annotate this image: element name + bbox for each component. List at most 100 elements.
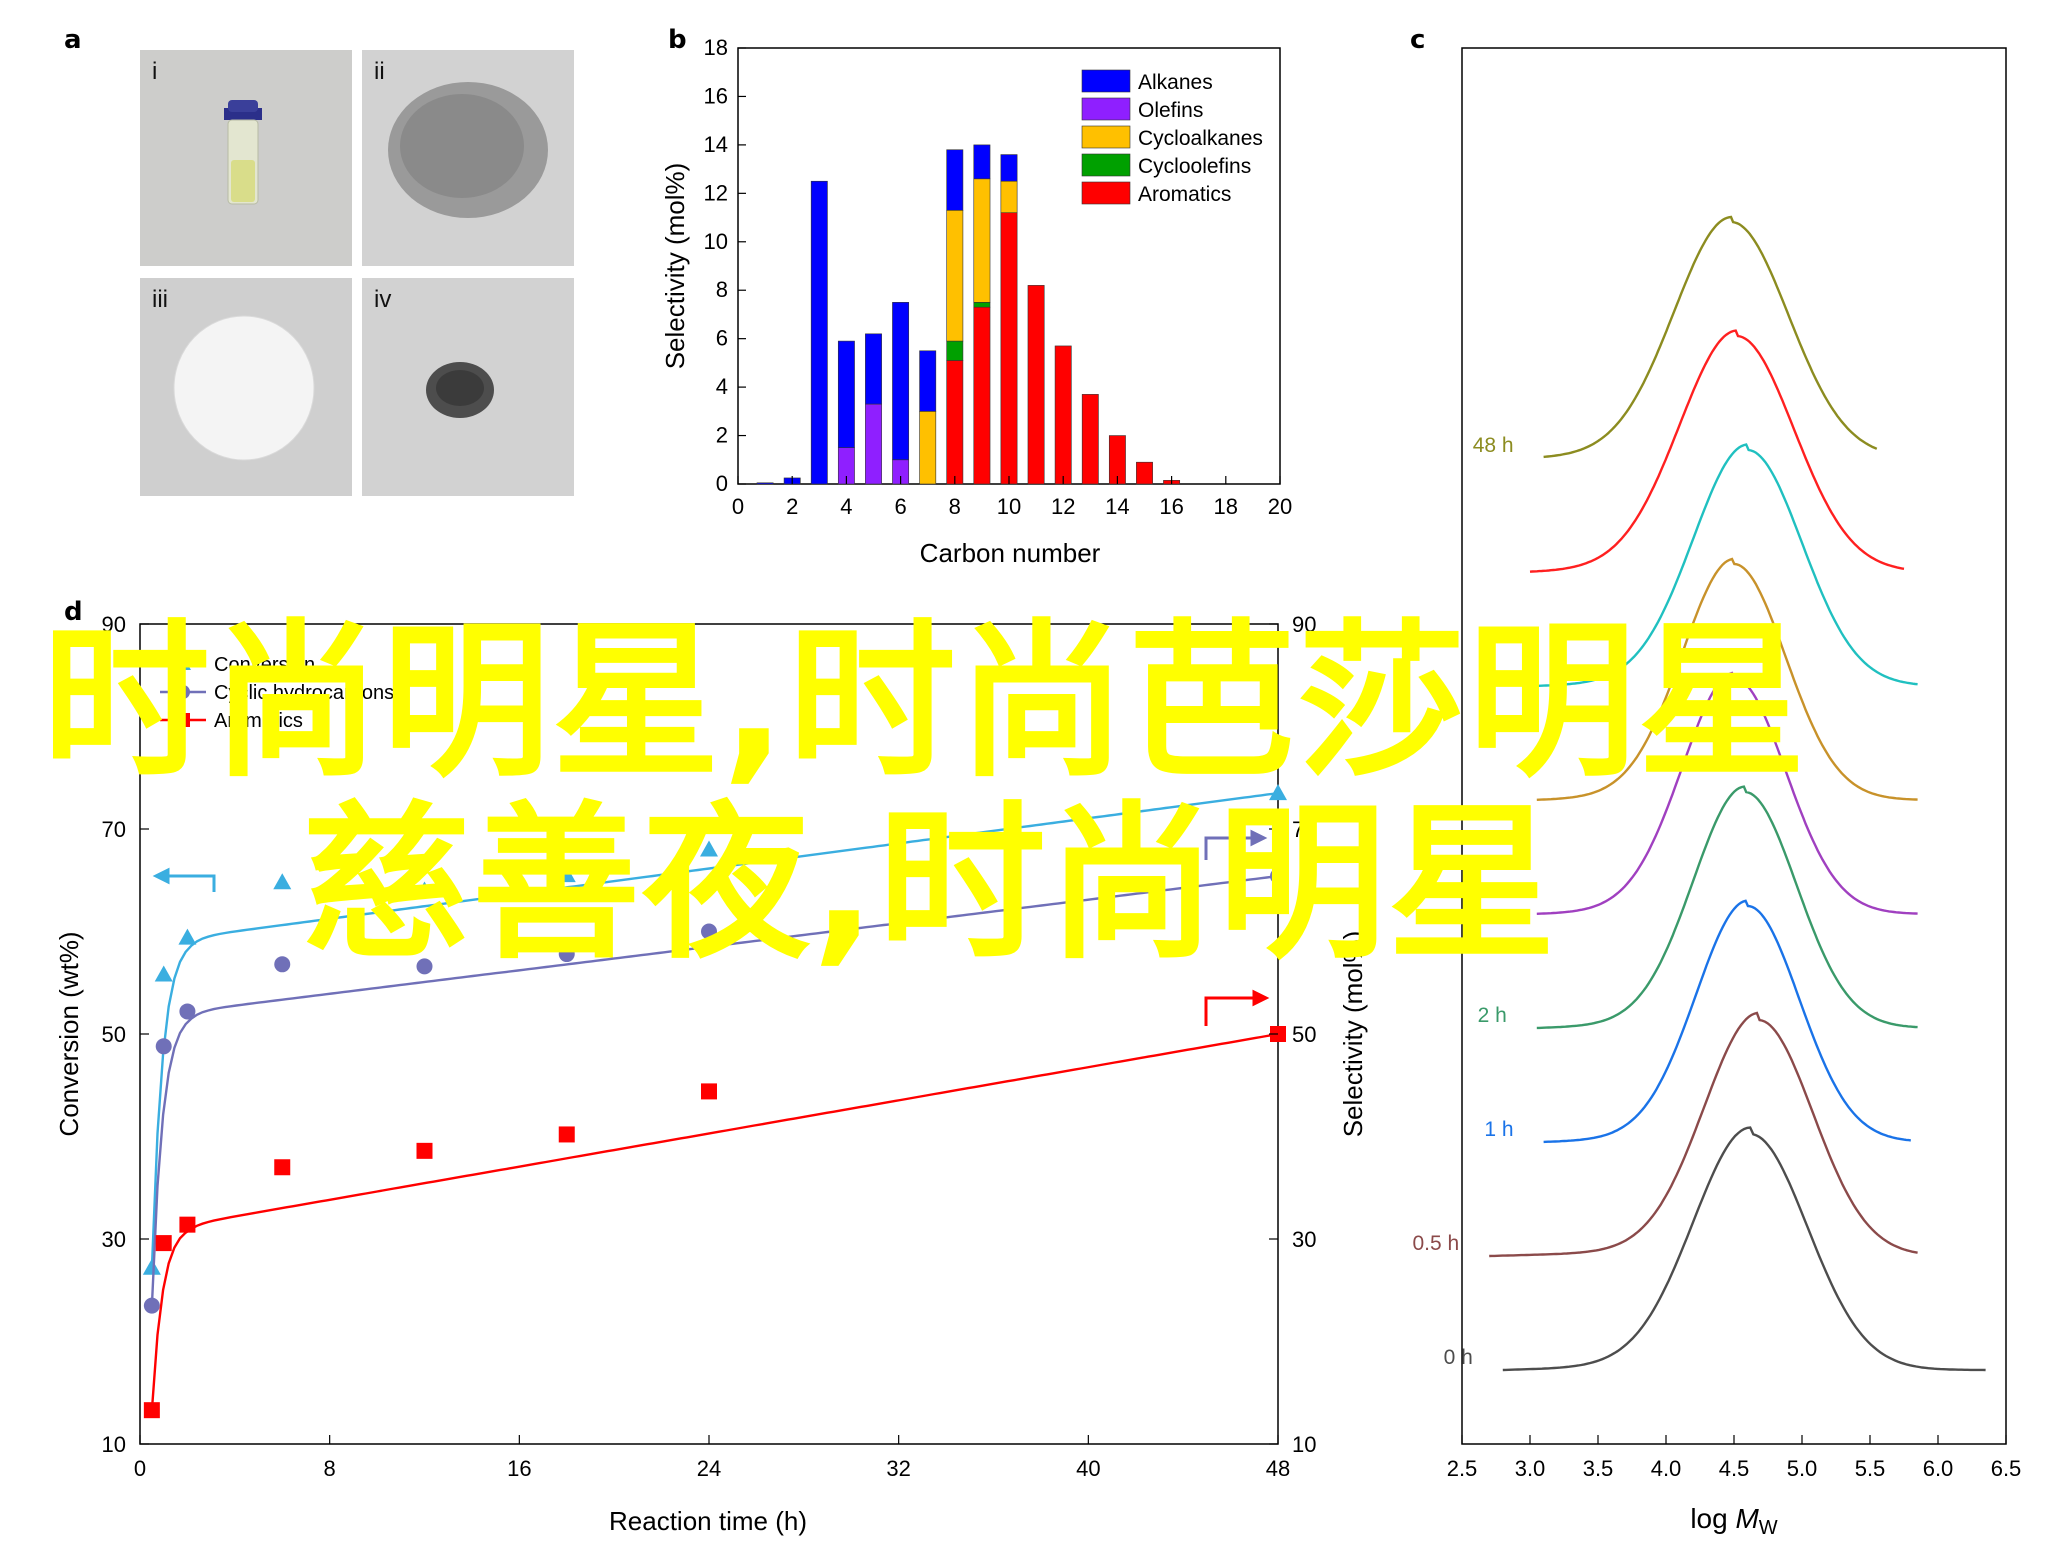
chart-d-ytick-label-right: 90 (1292, 612, 1316, 637)
mw-curve-unlabeled-4 (1536, 671, 1918, 915)
chart-d-ylabel-left: Conversion (wt%) (54, 931, 84, 1136)
bar-alkanes-c4 (837, 340, 855, 448)
panel-letter-b: b (668, 25, 687, 55)
chart-d-ytick-label-right: 50 (1292, 1022, 1316, 1047)
chart-b-xtick-label: 2 (786, 494, 798, 519)
chart-c-xtick-label: 3.0 (1515, 1456, 1546, 1481)
chart-b-ytick-label: 14 (704, 132, 728, 157)
point-cyclic-hydrocarbons (558, 946, 575, 963)
chart-d-xtick-label: 40 (1076, 1456, 1100, 1481)
bar-alkanes-c1 (756, 482, 774, 485)
chart-b-ytick-label: 8 (716, 277, 728, 302)
mw-curve-unlabeled-7 (1529, 329, 1905, 573)
legend-marker-circle (176, 685, 190, 699)
bar-alkanes-c5 (865, 333, 882, 405)
point-conversion (557, 866, 576, 883)
chart-b-xtick-label: 14 (1105, 494, 1129, 519)
fit-line-cyclic-hydrocarbons (150, 874, 1279, 1306)
bar-cycloalkanes-c10 (1000, 180, 1018, 214)
bar-cycloalkanes-c7 (919, 411, 937, 485)
chart-c: log MW 0 h 0.5 h 1 h 2 h 48 h 2.5 3.0 3.5 4.0 4.… (1412, 47, 2021, 1539)
legend-label: Conversion (214, 654, 315, 676)
legend-label-aromatics: Aromatics (1138, 183, 1231, 206)
point-aromatics (274, 1159, 291, 1176)
chart-b-ytick-label: 18 (704, 35, 728, 60)
dark-powder-image (426, 362, 494, 418)
bar-alkanes-c8 (946, 149, 964, 211)
bar-cycloolefins-c9 (973, 302, 991, 308)
chart-c-xlabel: log MW (1690, 1503, 1777, 1539)
legend-label: Cyclic hydrocarbons (214, 682, 394, 704)
legend-label-olefins: Olefins (1138, 99, 1203, 122)
vial-image (224, 100, 262, 205)
mw-curve-48h (1543, 215, 1878, 459)
chart-c-axes: 2.5 3.0 3.5 4.0 4.5 5.0 5.5 6.0 6.5 (1447, 1435, 2021, 1481)
photo-iv: iv (362, 278, 574, 496)
mw-curve-unlabeled-6 (1536, 443, 1918, 688)
bar-olefins-c5 (865, 403, 882, 485)
chart-b-xtick-label: 4 (840, 494, 852, 519)
chart-c-xlabel-italic: M (1735, 1503, 1759, 1534)
chart-b-bars (756, 144, 1181, 485)
photo-i: i (140, 50, 352, 266)
photo-ii: ii (362, 50, 574, 266)
point-cyclic-hydrocarbons (143, 1297, 160, 1314)
bar-alkanes-c10 (1000, 154, 1018, 182)
chart-d-ytick-label-left: 50 (102, 1022, 126, 1047)
chart-d-frame (139, 623, 1279, 1445)
chart-d-ytick-label-right: 30 (1292, 1227, 1316, 1252)
chart-b-xtick-label: 20 (1268, 494, 1292, 519)
axis-arrow-right-aromatics (1204, 989, 1270, 1026)
legend-label-alkanes: Alkanes (1138, 71, 1213, 94)
legend-label-cycloolefins: Cycloolefins (1138, 155, 1251, 178)
mw-curve-unlabeled-5 (1536, 557, 1918, 801)
panel-letter-c: c (1410, 25, 1425, 55)
chart-b-xtick-label: 16 (1159, 494, 1183, 519)
bar-aromatics-c15 (1136, 461, 1153, 485)
chart-d-ylabel-right: Selectivity (mol%) (1338, 931, 1368, 1138)
point-cyclic-hydrocarbons (155, 1038, 172, 1055)
photo-label-i: i (152, 58, 158, 85)
chart-b-xtick-label: 8 (949, 494, 961, 519)
chart-c-xtick-label: 4.0 (1651, 1456, 1682, 1481)
chart-c-xlabel-main: log (1690, 1503, 1735, 1534)
legend-marker-triangle (175, 656, 191, 670)
point-aromatics (558, 1126, 575, 1143)
photo-label-ii: ii (374, 58, 385, 85)
chart-d-ytick-label-left: 70 (102, 817, 126, 842)
chart-c-xlabel-sub: W (1759, 1517, 1778, 1539)
legend-swatch-aromatics (1081, 181, 1131, 205)
point-cyclic-hydrocarbons (274, 956, 291, 973)
white-pellet-image (173, 315, 315, 461)
point-conversion (1269, 784, 1287, 801)
point-conversion (273, 873, 292, 890)
legend-swatch-alkanes (1081, 69, 1131, 93)
bar-cycloolefins-c8 (946, 340, 964, 361)
mw-curve-label: 1 h (1484, 1118, 1513, 1141)
point-cyclic-hydrocarbons (416, 958, 433, 975)
legend-label-cycloalkanes: Cycloalkanes (1138, 127, 1263, 150)
fit-line-conversion (150, 791, 1279, 1268)
chart-d-ytick-label-left: 90 (102, 612, 126, 637)
chart-d-xlabel: Reaction time (h) (609, 1506, 807, 1536)
chart-d-xtick-label: 48 (1266, 1456, 1290, 1481)
bar-alkanes-c9 (973, 144, 991, 180)
legend-swatch-olefins (1081, 97, 1131, 121)
point-aromatics (179, 1216, 196, 1233)
mw-curve-2h (1536, 785, 1918, 1030)
mw-curve-label: 0.5 h (1412, 1232, 1459, 1255)
point-conversion (154, 965, 173, 982)
chart-b: Carbon number Selectivity (mol%) 0 2 4 6 8 10… (660, 35, 1292, 568)
bar-cycloalkanes-c8 (946, 209, 964, 342)
bar-alkanes-c7 (919, 350, 937, 412)
chart-d-ytick-label-left: 10 (102, 1432, 126, 1457)
chart-d-xtick-label: 8 (324, 1456, 336, 1481)
chart-d-ytick-label-right: 10 (1292, 1432, 1316, 1457)
chart-c-lines: 0 h 0.5 h 1 h 2 h 48 h (1412, 215, 1986, 1372)
chart-b-axes: 0 2 4 6 8 10 12 14 16 18 20 0 2 4 6 8 10 12 14 16 18 (704, 35, 1293, 519)
legend-label: Aromatics (214, 710, 303, 732)
point-aromatics (416, 1142, 433, 1159)
